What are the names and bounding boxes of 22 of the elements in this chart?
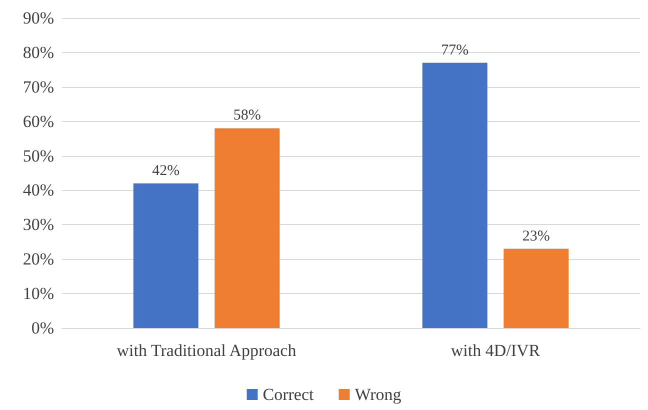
x-tick-label: with Traditional Approach	[116, 341, 297, 360]
y-tick-label: 70%	[22, 77, 54, 96]
y-tick-label: 60%	[22, 112, 54, 131]
y-tick-label: 0%	[31, 318, 54, 338]
y-tick-label: 30%	[22, 215, 54, 234]
bar	[422, 62, 488, 328]
y-tick-label: 10%	[22, 284, 54, 304]
bar	[133, 183, 198, 328]
legend-label: Wrong	[354, 385, 402, 404]
y-tick-label: 50%	[22, 146, 54, 166]
data-label: 77%	[441, 42, 469, 58]
legend-label: Correct	[262, 385, 314, 404]
bar	[504, 248, 569, 328]
x-tick-label: with 4D/IVR	[450, 341, 541, 360]
data-label: 58%	[233, 108, 261, 124]
y-tick-label: 20%	[22, 250, 54, 269]
y-tick-label: 90%	[22, 8, 54, 28]
y-tick-label: 80%	[22, 42, 54, 62]
data-label: 23%	[522, 228, 550, 244]
bar	[214, 128, 280, 328]
y-tick-label: 40%	[22, 180, 54, 200]
data-label: 42%	[152, 162, 180, 179]
